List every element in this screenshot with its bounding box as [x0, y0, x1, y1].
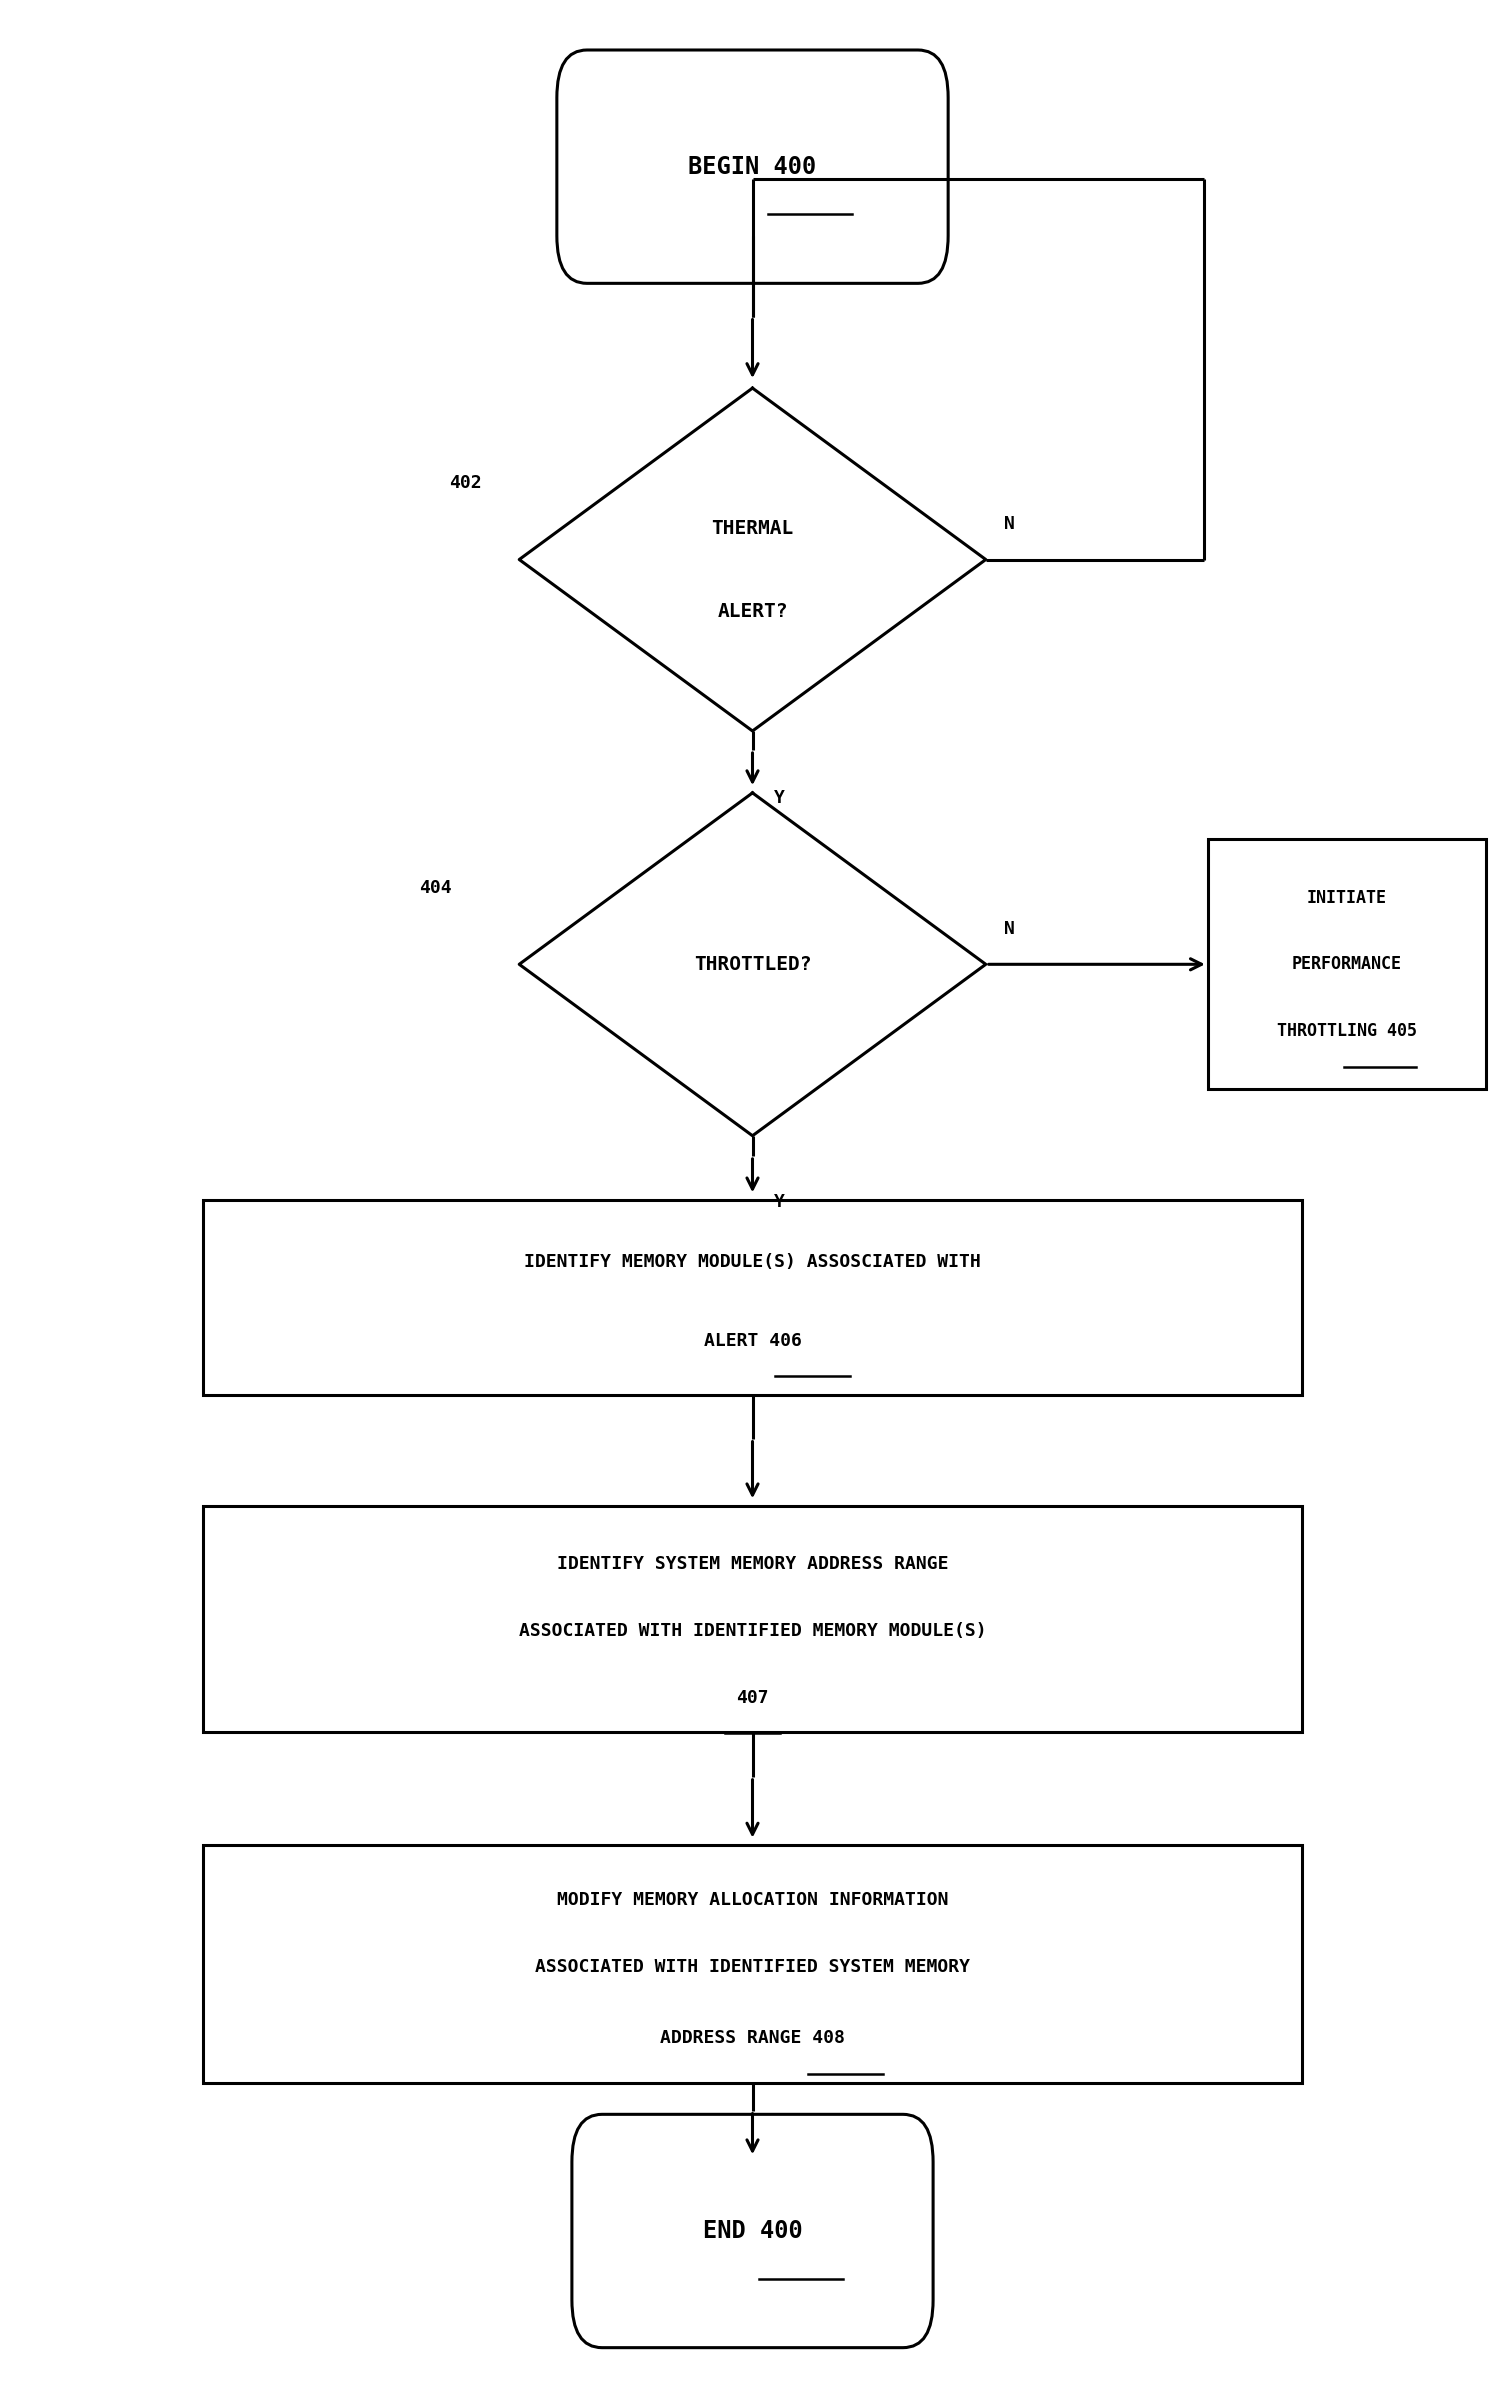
- FancyBboxPatch shape: [572, 2114, 933, 2348]
- Text: ALERT 406: ALERT 406: [703, 1331, 802, 1350]
- Text: THROTTLING 405: THROTTLING 405: [1276, 1021, 1418, 1040]
- Text: THROTTLED?: THROTTLED?: [694, 955, 811, 974]
- Text: N: N: [1004, 514, 1014, 533]
- Text: BEGIN 400: BEGIN 400: [688, 155, 817, 179]
- Text: ADDRESS RANGE 408: ADDRESS RANGE 408: [661, 2029, 844, 2048]
- Text: THERMAL: THERMAL: [712, 519, 793, 538]
- Bar: [203, 1507, 1302, 1733]
- Text: ASSOCIATED WITH IDENTIFIED MEMORY MODULE(S): ASSOCIATED WITH IDENTIFIED MEMORY MODULE…: [519, 1621, 986, 1641]
- Text: 402: 402: [448, 474, 482, 493]
- Text: PERFORMANCE: PERFORMANCE: [1291, 955, 1403, 974]
- Text: IDENTIFY SYSTEM MEMORY ADDRESS RANGE: IDENTIFY SYSTEM MEMORY ADDRESS RANGE: [557, 1555, 948, 1574]
- Text: 404: 404: [418, 879, 452, 898]
- Text: INITIATE: INITIATE: [1306, 888, 1388, 907]
- Text: Y: Y: [774, 788, 784, 807]
- Text: END 400: END 400: [703, 2219, 802, 2243]
- Text: IDENTIFY MEMORY MODULE(S) ASSOSCIATED WITH: IDENTIFY MEMORY MODULE(S) ASSOSCIATED WI…: [524, 1252, 981, 1271]
- Bar: [203, 1200, 1302, 1395]
- Text: ASSOCIATED WITH IDENTIFIED SYSTEM MEMORY: ASSOCIATED WITH IDENTIFIED SYSTEM MEMORY: [534, 1957, 971, 1976]
- Text: N: N: [1004, 919, 1014, 938]
- Bar: [203, 1845, 1302, 2083]
- Text: 407: 407: [736, 1688, 769, 1707]
- Bar: [1209, 840, 1487, 1090]
- FancyBboxPatch shape: [557, 50, 948, 283]
- Polygon shape: [519, 388, 986, 731]
- Text: MODIFY MEMORY ALLOCATION INFORMATION: MODIFY MEMORY ALLOCATION INFORMATION: [557, 1891, 948, 1910]
- Polygon shape: [519, 793, 986, 1136]
- Text: ALERT?: ALERT?: [718, 602, 787, 621]
- Text: Y: Y: [774, 1193, 784, 1212]
